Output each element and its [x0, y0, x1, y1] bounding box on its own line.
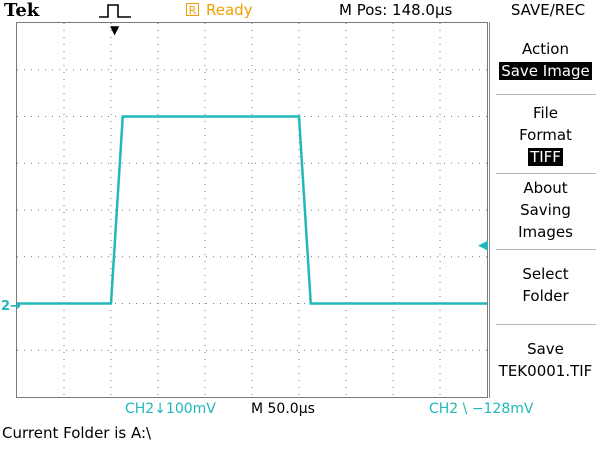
channel-2-marker: 2→	[1, 299, 21, 314]
graticule-svg	[17, 23, 487, 397]
brand-logo: Tek	[4, 0, 40, 21]
side-menu: Action Save Image File Format TIFF About…	[489, 22, 600, 398]
pulse-trigger-icon	[99, 4, 131, 18]
menu-divider	[496, 249, 596, 250]
menu-title: SAVE/REC	[510, 1, 586, 19]
acquisition-status: Ready	[206, 1, 253, 19]
channel-2-scale: CH2↓100mV	[125, 401, 216, 417]
action-label: Action	[522, 40, 569, 58]
save-label: Save	[527, 340, 564, 358]
select-folder-label-2: Folder	[522, 287, 569, 305]
menu-divider	[496, 173, 596, 174]
select-folder-label-1: Select	[522, 265, 569, 283]
file-format-label-2: Format	[519, 126, 572, 144]
menu-divider	[496, 324, 596, 325]
waveform-graticule	[16, 22, 488, 398]
action-value: Save Image	[499, 62, 592, 80]
trigger-position-icon: ▼	[110, 23, 120, 37]
trigger-readout: CH2 \ −128mV	[429, 401, 534, 417]
about-saving-images-button[interactable]: About Saving Images	[490, 177, 600, 243]
file-format-value: TIFF	[528, 148, 563, 166]
timebase-readout: M 50.0µs	[251, 401, 315, 417]
action-button[interactable]: Action Save Image	[490, 38, 600, 82]
file-format-button[interactable]: File Format TIFF	[490, 102, 600, 168]
about-label-1: About	[523, 179, 568, 197]
save-filename: TEK0001.TIF	[498, 362, 593, 380]
about-label-3: Images	[518, 223, 573, 241]
horizontal-position: M Pos: 148.0µs	[339, 1, 453, 19]
trigger-level-icon: ◀	[478, 238, 488, 253]
select-folder-button[interactable]: Select Folder	[490, 263, 600, 307]
save-button[interactable]: Save TEK0001.TIF	[490, 338, 600, 382]
file-format-label-1: File	[532, 104, 559, 122]
about-label-2: Saving	[520, 201, 571, 219]
status-bar: Tek R Ready M Pos: 148.0µs	[0, 0, 488, 22]
channel-2-waveform	[17, 115, 487, 305]
run-state-icon: R	[186, 3, 199, 17]
menu-divider	[496, 94, 596, 95]
readout-bar: CH2↓100mV M 50.0µs CH2 \ −128mV	[0, 400, 600, 420]
current-folder: Current Folder is A:\	[2, 424, 152, 442]
